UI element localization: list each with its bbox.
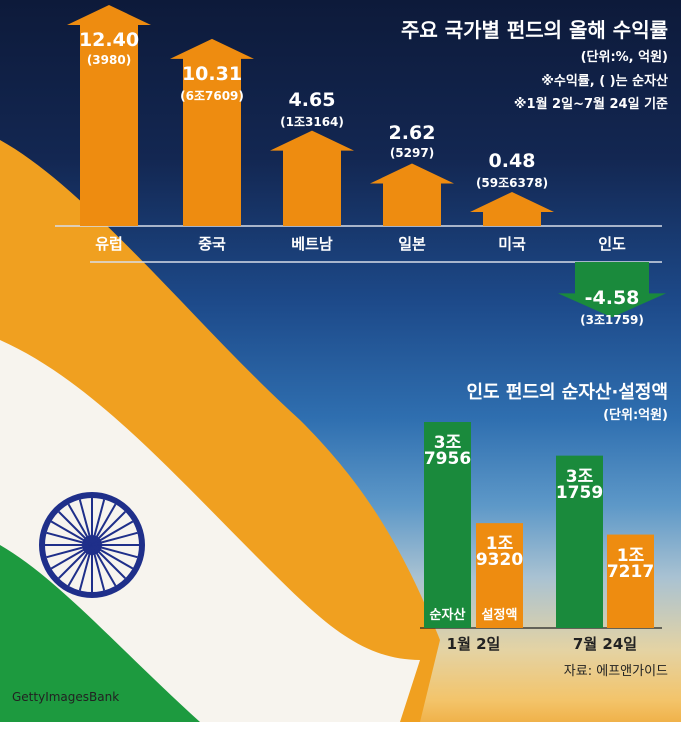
bar-value-label: 1조: [616, 545, 645, 566]
bar-arrow-4: [470, 192, 554, 226]
chart-title: 주요 국가별 펀드의 올해 수익률: [400, 18, 668, 42]
source-note: 자료: 에프앤가이드: [563, 664, 668, 679]
category-label: 유럽: [95, 235, 123, 253]
value-label: 12.40: [78, 29, 140, 51]
category-label: 7월 24일: [572, 635, 638, 653]
bar-value-label: 7956: [423, 449, 472, 469]
bar-value-label: 3조: [433, 433, 462, 453]
category-label: 일본: [398, 235, 426, 253]
bar-value-label: 1조: [485, 534, 514, 555]
value-label: 10.31: [181, 62, 243, 85]
category-label: 인도: [598, 235, 626, 253]
category-label: 1월 2일: [446, 635, 501, 653]
legend-note: ※수익률, ( )는 순자산: [541, 74, 668, 89]
bar-순자산: [424, 422, 471, 628]
bar-arrow-5: [558, 262, 666, 318]
bar-value-label: 1759: [555, 482, 604, 503]
bar-value-label: 7217: [606, 561, 655, 582]
category-label: 중국: [198, 235, 226, 253]
bar-설정액: [607, 534, 654, 628]
bar-arrow-1: [170, 38, 254, 226]
bar-설정액: [476, 523, 523, 628]
series-label: 순자산: [429, 608, 466, 623]
series-label: 설정액: [481, 608, 518, 623]
india-chart-unit: (단위:억원): [603, 408, 668, 423]
bar-arrow-0: [67, 5, 151, 226]
ashoka-chakra-icon: [39, 492, 145, 598]
net-assets-label: (5297): [389, 145, 435, 160]
value-label: 0.48: [488, 150, 536, 172]
bar-arrow-3: [370, 163, 454, 226]
net-assets-label: (3조1759): [580, 313, 644, 327]
unit-note: (단위:%, 억원): [580, 50, 668, 65]
category-label: 미국: [498, 235, 526, 253]
photo-credit: GettyImagesBank: [12, 690, 120, 704]
date-note: ※1월 2일~7월 24일 기준: [513, 97, 668, 112]
net-assets-label: (6조7609): [180, 88, 244, 103]
bar-순자산: [556, 455, 603, 628]
bar-value-label: 3조: [565, 466, 594, 487]
value-label: -4.58: [584, 287, 640, 309]
bar-arrow-2: [270, 130, 354, 226]
net-assets-label: (3980): [86, 53, 132, 67]
value-label: 2.62: [388, 121, 436, 144]
value-label: 4.65: [288, 88, 336, 111]
india-chart-title: 인도 펀드의 순자산·설정액: [466, 382, 668, 403]
net-assets-label: (59조6378): [475, 176, 549, 190]
category-label: 베트남: [291, 235, 333, 253]
net-assets-label: (1조3164): [280, 114, 344, 129]
bar-value-label: 9320: [475, 550, 524, 571]
